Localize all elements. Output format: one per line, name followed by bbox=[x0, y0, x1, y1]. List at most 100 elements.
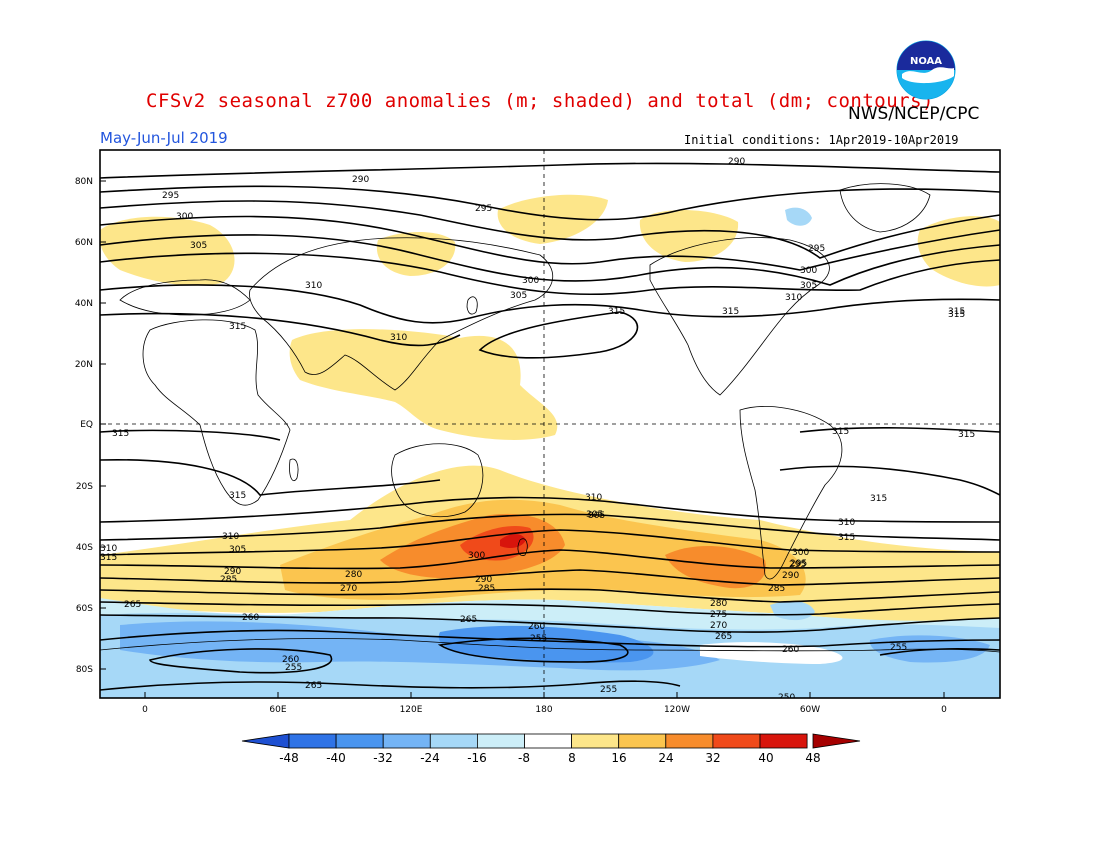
contour-label: 315 bbox=[608, 307, 625, 317]
colorbar-label: -40 bbox=[326, 751, 346, 765]
lat-label: 40S bbox=[76, 543, 93, 553]
total-contours bbox=[100, 162, 1000, 691]
contour-label: 315 bbox=[948, 310, 965, 320]
colorbar-box bbox=[571, 733, 620, 749]
colorbar-label: 8 bbox=[568, 751, 576, 765]
contour-label: 295 bbox=[162, 191, 179, 201]
contour-label: 275 bbox=[710, 610, 727, 620]
colorbar-label: 16 bbox=[611, 751, 626, 765]
lat-label: 80N bbox=[75, 177, 93, 187]
lon-label: 0 bbox=[142, 705, 148, 715]
contour-label: 255 bbox=[890, 643, 907, 653]
contour-label: 300 bbox=[792, 548, 809, 558]
contour-label: 315 bbox=[958, 430, 975, 440]
contour-label: 285 bbox=[768, 584, 785, 594]
noaa-logo: NOAA bbox=[896, 40, 956, 100]
colorbar-box bbox=[476, 733, 525, 749]
contour-label: 290 bbox=[352, 175, 369, 185]
lat-label: 20S bbox=[76, 482, 93, 492]
contour-label: 265 bbox=[460, 615, 477, 625]
colorbar-box bbox=[429, 733, 478, 749]
colorbar-box bbox=[618, 733, 667, 749]
colorbar-label: -24 bbox=[420, 751, 440, 765]
colorbar-box bbox=[759, 733, 808, 749]
contour-label: 260 bbox=[528, 622, 545, 632]
chart-title: CFSv2 seasonal z700 anomalies (m; shaded… bbox=[146, 90, 934, 112]
lat-label: EQ bbox=[80, 420, 93, 430]
colorbar-label: 32 bbox=[705, 751, 720, 765]
continent-outlines bbox=[100, 183, 1000, 653]
colorbar-box bbox=[712, 733, 761, 749]
contour-label: 265 bbox=[305, 681, 322, 691]
colorbar-label: 40 bbox=[758, 751, 773, 765]
forecast-period: May-Jun-Jul 2019 bbox=[100, 129, 228, 147]
contour-label: 310 bbox=[100, 544, 117, 554]
contour-label: 300 bbox=[800, 266, 817, 276]
colorbar-box bbox=[382, 733, 431, 749]
contour-label: 315 bbox=[722, 307, 739, 317]
contour-label: 305 bbox=[190, 241, 207, 251]
colorbar-label: 48 bbox=[805, 751, 820, 765]
agency-label: NWS/NCEP/CPC bbox=[848, 104, 980, 124]
contour-label: 310 bbox=[222, 532, 239, 542]
contour-label: 295 bbox=[790, 559, 807, 569]
contour-label: 260 bbox=[782, 645, 799, 655]
contour-label: 305 bbox=[229, 545, 246, 555]
contour-label: 300 bbox=[522, 276, 539, 286]
contour-label: 295 bbox=[789, 560, 806, 570]
tick-marks bbox=[100, 180, 945, 698]
contour-label: 315 bbox=[948, 307, 965, 317]
anomaly-europe bbox=[100, 216, 235, 286]
lon-label: 60E bbox=[269, 705, 286, 715]
contour-labels: 290 290 295 295 300 300 305 305 310 310 … bbox=[100, 157, 975, 703]
contour-label: 260 bbox=[282, 655, 299, 665]
contour-label: 315 bbox=[870, 494, 887, 504]
contour-label: 310 bbox=[785, 293, 802, 303]
colorbar-min-arrow bbox=[241, 733, 290, 749]
contour-label: 255 bbox=[600, 685, 617, 695]
contour-label: 305 bbox=[588, 511, 605, 521]
contour-label: 305 bbox=[586, 510, 603, 520]
contour-label: 290 bbox=[782, 571, 799, 581]
contour-label: 310 bbox=[585, 493, 602, 503]
contour-label: 305 bbox=[800, 281, 817, 291]
latitude-labels: 80N 60N 40N 20N EQ 20S 40S 60S 80S bbox=[75, 177, 93, 675]
new-zealand-outline bbox=[517, 538, 528, 556]
logo-text: NOAA bbox=[910, 56, 942, 67]
lat-label: 40N bbox=[75, 299, 93, 309]
colorbar-label: -48 bbox=[279, 751, 299, 765]
colorbar-label: -32 bbox=[373, 751, 393, 765]
contour-label: 265 bbox=[124, 600, 141, 610]
contour-label: 300 bbox=[176, 212, 193, 222]
africa-outline bbox=[142, 319, 291, 506]
contour-label: 255 bbox=[285, 663, 302, 673]
japan-outline bbox=[466, 296, 478, 315]
contour-label: 310 bbox=[305, 281, 322, 291]
contour-label: 280 bbox=[345, 570, 362, 580]
north-america-outline bbox=[649, 237, 830, 396]
greenland-outline bbox=[839, 183, 931, 233]
contour-label: 280 bbox=[710, 599, 727, 609]
contour-label: 315 bbox=[838, 533, 855, 543]
lon-label: 120E bbox=[400, 705, 423, 715]
contour-label: 270 bbox=[340, 584, 357, 594]
contour-label: 285 bbox=[220, 575, 237, 585]
longitude-labels: 0 60E 120E 180 120W 60W 0 bbox=[142, 705, 947, 715]
contour-label: 295 bbox=[475, 204, 492, 214]
madagascar-outline bbox=[289, 458, 299, 482]
contour-label: 315 bbox=[229, 322, 246, 332]
grid-lines bbox=[100, 150, 1000, 698]
plot-area: 290 290 295 295 300 300 305 305 310 310 … bbox=[100, 150, 1000, 703]
contour-label: 265 bbox=[715, 632, 732, 642]
contour-label: 315 bbox=[112, 429, 129, 439]
contour-label: 250 bbox=[778, 693, 795, 703]
contour-label: 295 bbox=[808, 244, 825, 254]
contour-label: 315 bbox=[832, 427, 849, 437]
lat-label: 60N bbox=[75, 238, 93, 248]
colorbar-label: -16 bbox=[467, 751, 487, 765]
colorbar-box bbox=[335, 733, 384, 749]
colorbar-label: 24 bbox=[658, 751, 673, 765]
contour-label: 290 bbox=[224, 567, 241, 577]
colorbar-box bbox=[524, 733, 572, 749]
